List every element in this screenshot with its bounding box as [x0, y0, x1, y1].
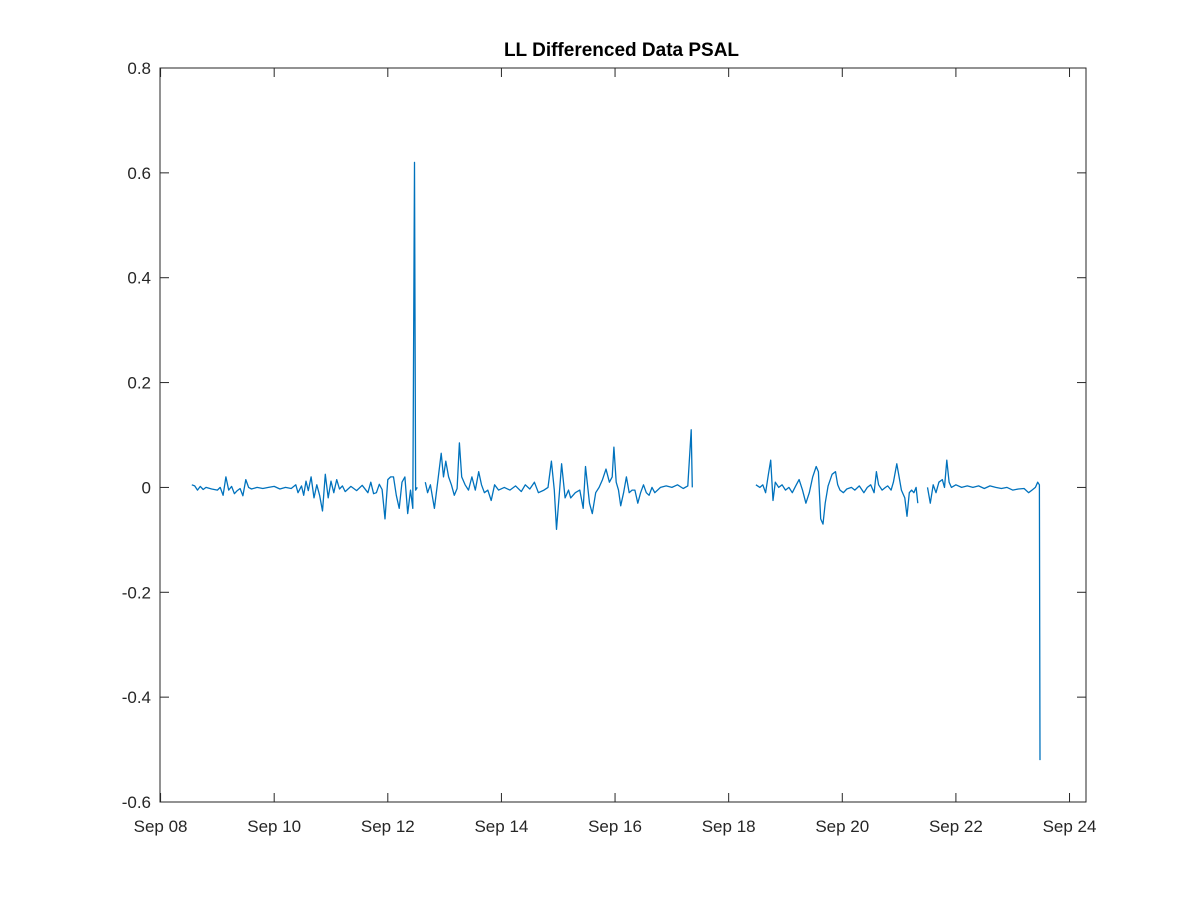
- y-tick-label: -0.6: [122, 793, 151, 812]
- x-tick-label: Sep 16: [588, 817, 642, 836]
- tick-labels: Sep 08 Sep 10 Sep 12 Sep 14 Sep 16 Sep 18 Sep …: [122, 59, 1097, 836]
- x-tick-label: Sep 08: [134, 817, 188, 836]
- x-tick-label: Sep 24: [1043, 817, 1097, 836]
- series-line: [424, 429, 693, 531]
- y-tick-label: 0.4: [127, 269, 151, 288]
- ticks: [160, 67, 1086, 803]
- x-tick-label: Sep 10: [247, 817, 301, 836]
- series-line: [191, 161, 418, 520]
- y-tick-label: -0.4: [122, 688, 151, 707]
- chart-title: LL Differenced Data PSAL: [503, 40, 740, 61]
- y-tick-label: -0.2: [122, 583, 151, 602]
- x-tick-label: Sep 18: [702, 817, 756, 836]
- x-tick-label: Sep 22: [929, 817, 983, 836]
- x-tick-label: Sep 20: [815, 817, 869, 836]
- series-line: [755, 459, 919, 525]
- axes-background: [160, 68, 1086, 802]
- y-tick-label: 0.8: [127, 59, 151, 78]
- y-tick-label: 0.6: [127, 164, 151, 183]
- data-lines: [191, 161, 1041, 761]
- x-tick-label: Sep 12: [361, 817, 415, 836]
- x-tick-label: Sep 14: [474, 817, 528, 836]
- y-tick-label: 0: [142, 478, 151, 497]
- y-tick-label: 0.2: [127, 374, 151, 393]
- series-line: [926, 459, 1041, 761]
- axes-box: [159, 67, 1087, 803]
